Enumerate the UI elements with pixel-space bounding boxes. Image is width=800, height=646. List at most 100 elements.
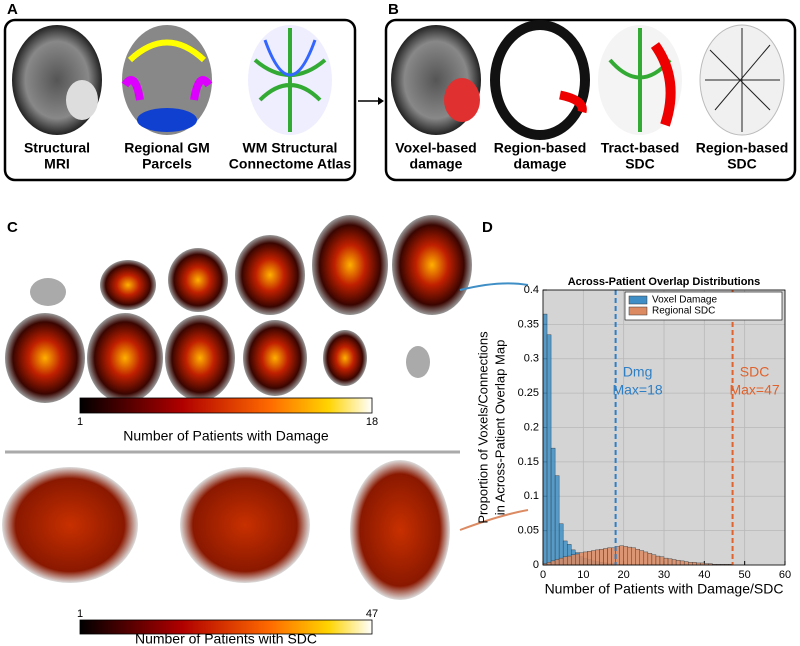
caption: SDC: [727, 156, 757, 172]
connector: [459, 282, 529, 291]
bar: [554, 559, 560, 566]
y-axis-label: Proportion of Voxels/Connections: [475, 331, 490, 524]
y-tick-label: 0.1: [524, 490, 539, 502]
x-tick-label: 60: [779, 569, 791, 581]
caption: Tract-based: [601, 140, 680, 156]
bar: [579, 552, 584, 566]
bar: [643, 551, 649, 566]
x-tick-label: 20: [618, 569, 630, 581]
panel-box: [384, 18, 797, 182]
panel-label: C: [7, 219, 18, 236]
bar: [627, 546, 632, 566]
connectome: [2, 467, 138, 583]
bar: [595, 549, 600, 566]
colorbar: [79, 619, 373, 635]
legend-box: [624, 291, 783, 321]
x-tick-label: 40: [698, 569, 710, 581]
caption: damage: [410, 156, 463, 172]
bar: [567, 555, 572, 566]
caption: SDC: [625, 156, 655, 172]
colorbar: [79, 397, 373, 414]
panel-box: [3, 18, 357, 182]
bar: [562, 556, 568, 566]
bar: [663, 557, 669, 566]
bar: [587, 551, 592, 566]
bar: [619, 545, 624, 566]
connector: [459, 509, 529, 531]
connectome: [180, 467, 310, 583]
slice: [323, 330, 367, 386]
legend-label: Regional SDC: [652, 306, 715, 317]
caption: WM Structural: [243, 140, 338, 156]
bar: [603, 548, 608, 566]
bar: [571, 554, 576, 566]
annotation: SDC: [740, 364, 770, 380]
parcel: [121, 76, 144, 101]
legend-swatch: [628, 295, 648, 305]
x-tick-label: 10: [577, 569, 589, 581]
bar: [675, 559, 681, 566]
y-tick-label: 0.35: [518, 318, 539, 330]
parcel: [127, 39, 207, 63]
lesion: [559, 90, 587, 114]
lesion: [66, 80, 98, 120]
colorbar-max: 47: [366, 608, 378, 620]
bar: [671, 559, 677, 566]
slice: [243, 320, 307, 396]
bar: [623, 546, 628, 566]
brain-image: [490, 20, 590, 140]
slice: [312, 215, 388, 315]
legend-swatch: [628, 306, 648, 316]
tracts: [650, 42, 676, 127]
y-axis-label: in Across-Patient Overlap Map: [492, 340, 507, 516]
bar: [599, 548, 604, 566]
slice: [406, 346, 430, 378]
bar: [558, 557, 564, 566]
caption: damage: [514, 156, 567, 172]
colorbar-min: 1: [77, 608, 83, 620]
slice: [392, 215, 472, 315]
bar: [651, 554, 657, 566]
lesion: [444, 78, 480, 122]
bar: [542, 313, 548, 566]
y-tick-label: 0.3: [524, 353, 539, 365]
annotation: Max=18: [612, 382, 662, 398]
slice: [87, 313, 163, 403]
plot-frame: [542, 289, 786, 566]
bar: [554, 475, 560, 566]
brain-slices: [5, 215, 472, 403]
x-tick-label: 30: [658, 569, 670, 581]
legend-label: Voxel Damage: [652, 295, 717, 306]
slice: [5, 313, 85, 403]
bar: [683, 561, 689, 566]
bar: [679, 560, 685, 566]
annotation: Max=47: [729, 382, 779, 398]
y-tick-label: 0.25: [518, 387, 539, 399]
colorbar-label: Number of Patients with SDC: [135, 631, 317, 646]
bar: [635, 548, 640, 566]
connectome: [350, 460, 450, 600]
y-tick-label: 0.15: [518, 456, 539, 468]
caption: Region-based: [494, 140, 587, 156]
parcel: [190, 76, 213, 101]
slice: [235, 235, 305, 315]
bar: [550, 447, 556, 566]
panel-label: B: [388, 1, 399, 18]
slice: [100, 260, 156, 310]
x-tick-label: 0: [540, 569, 546, 581]
caption: Region-based: [696, 140, 789, 156]
bar: [591, 550, 596, 566]
caption: Voxel-based: [395, 140, 476, 156]
bar: [583, 551, 588, 566]
annotation: Dmg: [623, 364, 653, 380]
slice: [168, 248, 228, 312]
x-tick-label: 50: [739, 569, 751, 581]
colorbar-min: 1: [77, 416, 83, 428]
arrow: [378, 97, 384, 105]
parcel: [137, 108, 197, 132]
bar: [546, 334, 552, 566]
bar: [692, 562, 697, 566]
caption: MRI: [44, 156, 70, 172]
bar: [655, 555, 661, 566]
